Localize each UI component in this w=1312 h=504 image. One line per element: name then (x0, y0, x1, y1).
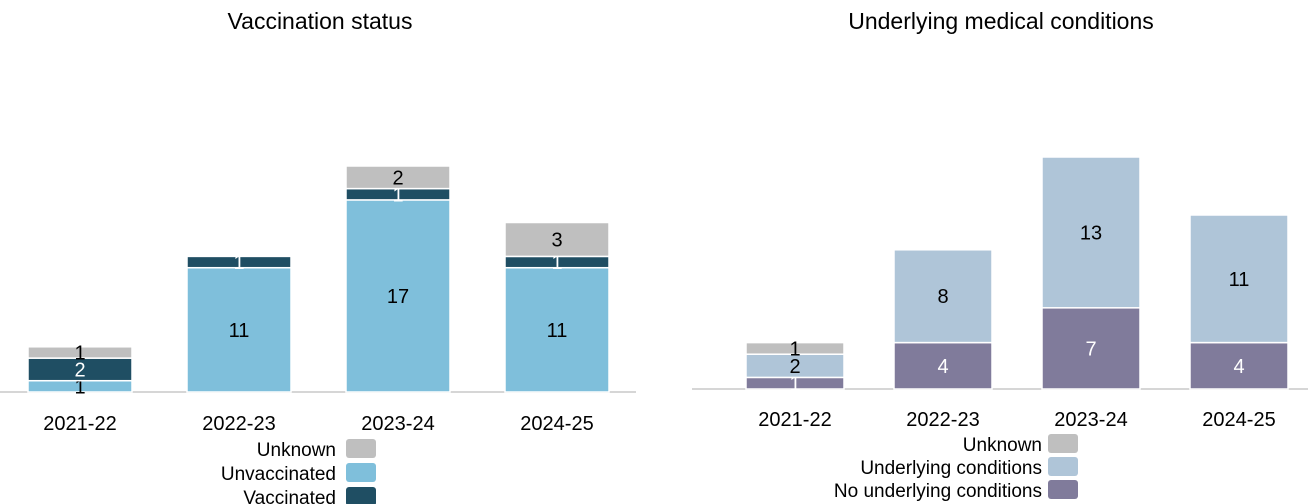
vaccination-status-plot: 1212021-221112022-2317122023-2411132024-… (0, 165, 636, 504)
data-label: 1 (233, 252, 244, 274)
data-label: 8 (937, 286, 948, 308)
chart-title: Underlying medical conditions (848, 8, 1154, 34)
underlying-conditions-chart: Underlying medical conditions 1 2 1 2021-22… (690, 0, 1312, 504)
legend-swatch-unvaccinated (346, 463, 376, 482)
data-label: 17 (387, 286, 409, 308)
x-tick-label: 2023-24 (361, 413, 434, 435)
data-label: 4 (1233, 356, 1244, 378)
legend-label: Unknown (257, 440, 336, 461)
legend-label: Unvaccinated (221, 464, 336, 485)
data-label: 1 (74, 342, 85, 364)
legend-label: Vaccinated (243, 488, 336, 504)
data-label: 11 (547, 320, 568, 342)
data-label: 1 (551, 252, 562, 274)
data-label: 11 (229, 320, 250, 342)
legend-label: Underlying conditions (860, 458, 1042, 479)
bar-underlying-conditions-2022-23 (893, 249, 993, 344)
x-tick-label: 2024-25 (520, 413, 593, 435)
legend-swatch-unknown (1048, 434, 1078, 453)
x-tick-label: 2024-25 (1202, 409, 1275, 431)
data-label: 2 (392, 167, 403, 189)
bar-unvaccinated-2023-24 (345, 199, 451, 393)
bar-underlying-conditions-2024-25 (1189, 214, 1289, 344)
bar-vaccinated-2022-23 (186, 255, 292, 269)
data-label: 11 (1229, 269, 1250, 291)
x-tick-label: 2021-22 (43, 413, 116, 435)
bar-unvaccinated-2022-23 (186, 266, 292, 393)
data-label: 3 (551, 229, 562, 251)
bar-unknown-2023-24 (345, 165, 451, 190)
x-tick-label: 2022-23 (202, 413, 275, 435)
x-tick-label: 2022-23 (906, 409, 979, 431)
x-tick-label: 2021-22 (758, 409, 831, 431)
bar-no-underlying-conditions-2022-23 (893, 341, 993, 390)
data-label: 1 (789, 373, 800, 395)
legend-label: Unknown (963, 435, 1042, 456)
data-label: 7 (1085, 338, 1096, 360)
bar-underlying-conditions-2023-24 (1041, 156, 1141, 309)
legend-swatch-underlying-conditions (1048, 457, 1078, 476)
vaccination-status-chart: Vaccination status 1 2 1 2021-22 11 1 2022-23 1… (0, 0, 640, 504)
data-label: 2 (74, 359, 85, 381)
data-label: 1 (789, 338, 800, 360)
legend-swatch-vaccinated (346, 487, 376, 504)
bar-unvaccinated-2024-25 (504, 266, 610, 393)
bar-unknown-2021-22 (27, 346, 133, 359)
data-label: 4 (937, 356, 948, 378)
legend-swatch-unknown (346, 439, 376, 458)
bar-unknown-2024-25 (504, 221, 610, 258)
x-tick-label: 2023-24 (1054, 409, 1127, 431)
legend-swatch-no-underlying-conditions (1048, 480, 1078, 499)
underlying-conditions-plot: 121 2021-22 4 8 2022-23 7 13 2023-24 4 11 2024-25 U… (692, 156, 1308, 502)
bar-unknown-2021-22 (745, 341, 845, 355)
data-label: 13 (1080, 222, 1102, 244)
data-label: 1 (392, 184, 403, 206)
bar-no-underlying-conditions-2024-25 (1189, 341, 1289, 390)
bar-no-underlying-conditions-2023-24 (1041, 307, 1141, 390)
data-label: 2 (789, 356, 800, 378)
legend-label: No underlying conditions (834, 481, 1042, 502)
data-label: 1 (74, 376, 85, 398)
chart-title: Vaccination status (227, 8, 413, 34)
